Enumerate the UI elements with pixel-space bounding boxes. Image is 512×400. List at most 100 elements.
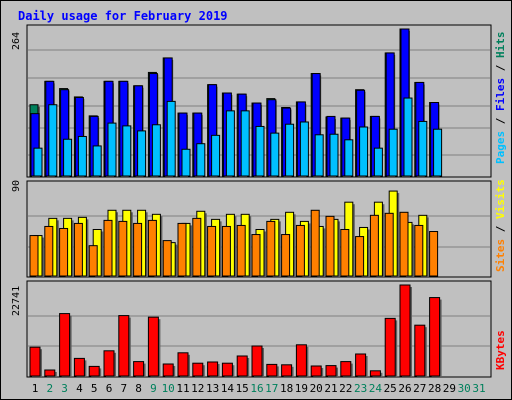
kbytes-bar: [355, 353, 367, 377]
day-label: 28: [428, 382, 441, 395]
sites-bar: [192, 217, 202, 277]
day-label: 21: [324, 382, 337, 395]
sites-bar: [325, 215, 335, 277]
sites-bar: [133, 222, 143, 277]
kbytes-bar: [295, 344, 307, 377]
kbytes-bar: [369, 370, 381, 377]
pages-bar: [299, 121, 309, 177]
chart-marks: [28, 28, 490, 378]
kbytes-bar: [414, 324, 426, 377]
pages-bar: [344, 139, 354, 177]
day-label: 17: [265, 382, 278, 395]
kbytes-bar: [29, 346, 41, 377]
day-label: 4: [76, 382, 83, 395]
kbytes-bar: [251, 345, 263, 377]
sites-bar: [369, 214, 379, 277]
day-labels: 1 2 3 4 5 6 7 8 9 10 11 12 13 14 15 16 17 18 19 20 21 22 23 24 2…: [32, 382, 486, 395]
kbytes-bar: [281, 364, 293, 377]
day-label: 19: [295, 382, 308, 395]
day-label: 2: [46, 382, 53, 395]
kbytes-bar: [73, 357, 85, 377]
kbytes-bar: [133, 361, 145, 377]
day-label: 13: [206, 382, 219, 395]
day-label: 31: [472, 382, 485, 395]
kbytes-bar: [162, 363, 174, 377]
pages-bar: [225, 110, 235, 177]
pages-bar: [373, 147, 383, 177]
sites-bar: [207, 225, 217, 277]
kbytes-bar: [88, 365, 100, 377]
legend-visits: Visits: [494, 179, 507, 219]
pages-bar: [151, 124, 161, 177]
legend-pages: Pages: [494, 131, 507, 164]
day-label: 10: [162, 382, 175, 395]
sites-bar: [59, 227, 69, 277]
day-label: 1: [32, 382, 39, 395]
day-label: 5: [91, 382, 98, 395]
sites-bar: [162, 240, 172, 277]
kbytes-bar: [384, 317, 396, 377]
day-label: 27: [413, 382, 426, 395]
kbytes-bar: [340, 361, 352, 377]
kbytes-bar: [399, 284, 411, 377]
day-label: 25: [384, 382, 397, 395]
max-label-middle: 90: [11, 180, 22, 192]
sites-bar: [399, 211, 409, 277]
pages-bar: [166, 100, 176, 177]
pages-bar: [403, 97, 413, 177]
sites-bar: [147, 219, 157, 277]
sites-bar: [88, 245, 98, 277]
pages-bar: [285, 123, 295, 177]
kbytes-bar: [221, 362, 233, 377]
sites-bar: [103, 219, 113, 277]
max-label-top: 264: [11, 32, 22, 50]
day-label: 30: [458, 382, 471, 395]
sites-bar: [73, 222, 83, 277]
sites-bar: [340, 228, 350, 277]
pages-bar: [388, 128, 398, 177]
legend-kbytes: KBytes: [494, 330, 507, 370]
kbytes-bar: [59, 313, 71, 377]
kbytes-bar: [429, 297, 441, 377]
sites-bar: [414, 224, 424, 277]
pages-bar: [92, 145, 102, 177]
day-label: 9: [150, 382, 157, 395]
pages-bar: [329, 133, 339, 177]
day-label: 11: [176, 382, 189, 395]
day-label: 7: [120, 382, 127, 395]
day-label: 6: [106, 382, 113, 395]
pages-bar: [63, 138, 73, 177]
max-label-bottom: 22741: [11, 286, 22, 316]
kbytes-bar: [44, 369, 56, 377]
pages-bar: [122, 125, 132, 177]
kbytes-bar: [177, 352, 189, 377]
pages-bar: [196, 143, 206, 177]
kbytes-bar: [266, 363, 278, 377]
legend-sites-visits: Sites / Visits: [494, 179, 507, 272]
legend-sites: Sites: [494, 239, 507, 272]
day-label: 22: [339, 382, 352, 395]
sites-bar: [44, 225, 54, 277]
day-label: 12: [191, 382, 204, 395]
day-label: 16: [250, 382, 263, 395]
day-label: 29: [443, 382, 456, 395]
kbytes-bar: [147, 316, 159, 377]
day-label: 26: [398, 382, 411, 395]
sites-bar: [221, 225, 231, 277]
pages-bar: [107, 122, 117, 177]
sites-bar: [295, 224, 305, 277]
sites-bar: [29, 235, 39, 277]
pages-bar: [48, 104, 58, 177]
pages-bar: [137, 130, 147, 177]
kbytes-bar: [207, 361, 219, 377]
kbytes-bar: [103, 350, 115, 377]
kbytes-bar: [325, 365, 337, 377]
legend-hits: Hits: [494, 32, 507, 59]
sites-bar: [118, 220, 128, 277]
sites-bar: [266, 220, 276, 277]
pages-bar: [314, 134, 324, 177]
day-label: 8: [135, 382, 142, 395]
kbytes-bar: [118, 315, 130, 377]
sites-bar: [236, 224, 246, 277]
